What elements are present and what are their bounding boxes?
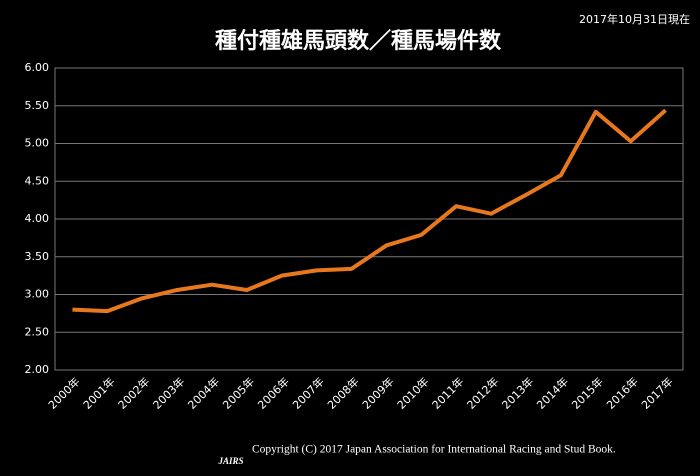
y-tick-label: 3.00 <box>25 288 50 301</box>
chart-title: 種付種雄馬頭数／種馬場件数 <box>215 28 502 54</box>
y-tick-label: 4.50 <box>25 174 50 187</box>
y-tick-label: 4.00 <box>25 212 50 225</box>
y-tick-label: 2.00 <box>25 363 50 376</box>
y-tick-label: 3.50 <box>25 250 50 263</box>
line <box>72 108 667 314</box>
y-tick-label: 5.50 <box>25 99 50 112</box>
y-tick-label: 6.00 <box>25 61 50 74</box>
footer: Copyright (C) 2017 Japan Association for… <box>252 444 616 456</box>
logo: JAIRS <box>217 456 243 466</box>
y-tick-label: 2.50 <box>25 325 50 338</box>
note: 2017年10月31日現在 <box>579 12 690 26</box>
y-tick-label: 5.00 <box>25 137 50 150</box>
